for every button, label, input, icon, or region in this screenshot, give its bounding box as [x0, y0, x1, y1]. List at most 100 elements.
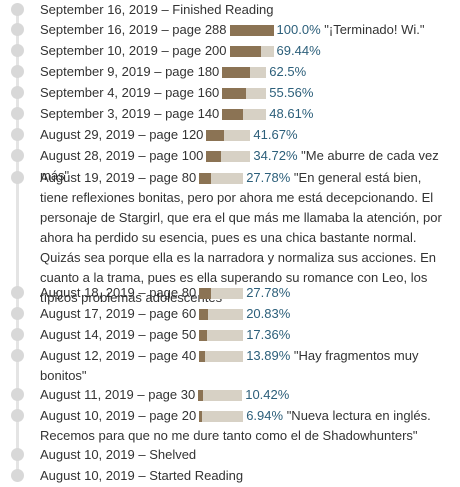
progress-bar	[222, 88, 267, 99]
entry-date: September 10, 2019	[40, 43, 158, 58]
entry-separator: –	[154, 64, 162, 79]
entry-status: page 120	[149, 127, 204, 142]
entry-separator: –	[138, 327, 146, 342]
entry-date: August 29, 2019	[40, 127, 135, 142]
progress-bar	[229, 25, 274, 36]
entry-text: August 18, 2019 – page 80 27.78%	[40, 283, 450, 303]
progress-comment: "Nueva lectura en inglés. Recemos para q…	[40, 408, 431, 443]
progress-bar-fill	[199, 330, 208, 341]
entry-date: August 10, 2019	[40, 468, 135, 483]
progress-percent: 69.44%	[276, 43, 321, 58]
progress-bar	[206, 151, 251, 162]
progress-bar-fill	[222, 109, 244, 120]
entry-date: August 10, 2019	[40, 447, 135, 462]
progress-bar-fill	[229, 46, 261, 57]
entry-text: August 12, 2019 – page 40 13.89% "Hay fra…	[40, 346, 450, 386]
progress-bar	[229, 46, 274, 57]
progress-bar	[199, 411, 244, 422]
progress-bar	[206, 130, 251, 141]
progress-comment: "Me aburre de cada vez más"	[40, 148, 439, 183]
entry-date: September 16, 2019	[40, 2, 158, 17]
timeline-dot-icon	[11, 23, 24, 36]
timeline-dot-icon	[11, 107, 24, 120]
progress-comment: "¡Terminado! Wi."	[324, 22, 425, 37]
entry-separator: –	[138, 306, 146, 321]
entry-date: September 16, 2019	[40, 22, 158, 37]
entry-text: September 3, 2019 – page 140 48.61%	[40, 104, 450, 124]
progress-percent: 17.36%	[246, 327, 291, 342]
progress-bar-fill	[222, 67, 251, 78]
entry-date: August 17, 2019	[40, 306, 135, 321]
timeline-dot-icon	[11, 171, 24, 184]
timeline-dot-icon	[11, 149, 24, 162]
entry-status: page 80	[149, 285, 197, 300]
progress-percent: 62.5%	[269, 64, 307, 79]
entry-date: September 4, 2019	[40, 85, 151, 100]
timeline-dot-icon	[11, 349, 24, 362]
progress-percent: 20.83%	[246, 306, 291, 321]
progress-percent: 27.78%	[246, 170, 291, 185]
progress-bar-fill	[229, 25, 274, 36]
entry-status: page 100	[149, 148, 204, 163]
progress-percent: 100.0%	[276, 22, 321, 37]
progress-bar-fill	[199, 173, 212, 184]
entry-text: August 17, 2019 – page 60 20.83%	[40, 304, 450, 324]
timeline-dot-icon	[11, 44, 24, 57]
entry-separator: –	[137, 387, 145, 402]
entry-text: August 19, 2019 – page 80 27.78% "En gene…	[40, 168, 450, 308]
progress-bar-fill	[199, 309, 209, 320]
entry-status: page 160	[165, 85, 220, 100]
timeline-dot-icon	[11, 286, 24, 299]
entry-status: page 140	[165, 106, 220, 121]
progress-bar	[198, 390, 243, 401]
entry-separator: –	[138, 408, 146, 423]
entry-separator: –	[154, 85, 162, 100]
entry-separator: –	[161, 22, 169, 37]
entry-status: Started Reading	[149, 468, 244, 483]
entry-status: page 20	[149, 408, 197, 423]
entry-text: August 10, 2019 – Started Reading	[40, 466, 450, 486]
entry-separator: –	[138, 348, 146, 363]
progress-percent: 34.72%	[253, 148, 298, 163]
timeline-dot-icon	[11, 3, 24, 16]
entry-text: September 9, 2019 – page 180 62.5%	[40, 62, 450, 82]
progress-bar	[199, 288, 244, 299]
progress-bar	[222, 109, 267, 120]
entry-date: August 19, 2019	[40, 170, 135, 185]
entry-separator: –	[138, 285, 146, 300]
progress-bar	[199, 330, 244, 341]
progress-percent: 55.56%	[269, 85, 314, 100]
entry-date: August 14, 2019	[40, 327, 135, 342]
timeline-dot-icon	[11, 469, 24, 482]
entry-status: page 200	[172, 43, 227, 58]
progress-bar-fill	[206, 151, 222, 162]
entry-text: August 10, 2019 – page 20 6.94% "Nueva le…	[40, 406, 450, 446]
progress-bar-fill	[222, 88, 247, 99]
entry-status: Finished Reading	[172, 2, 274, 17]
progress-bar-fill	[199, 411, 203, 422]
entry-separator: –	[138, 127, 146, 142]
progress-percent: 10.42%	[245, 387, 290, 402]
progress-bar-fill	[206, 130, 225, 141]
timeline-dot-icon	[11, 307, 24, 320]
progress-percent: 41.67%	[253, 127, 298, 142]
progress-percent: 13.89%	[246, 348, 291, 363]
entry-separator: –	[138, 447, 146, 462]
timeline-dot-icon	[11, 388, 24, 401]
entry-status: page 50	[149, 327, 197, 342]
entry-status: page 288	[172, 22, 227, 37]
progress-comment: "Hay fragmentos muy bonitos"	[40, 348, 419, 383]
timeline-dot-icon	[11, 65, 24, 78]
progress-bar	[199, 173, 244, 184]
timeline-dot-icon	[11, 128, 24, 141]
entry-date: August 28, 2019	[40, 148, 135, 163]
progress-percent: 6.94%	[246, 408, 284, 423]
progress-bar-fill	[199, 288, 212, 299]
entry-date: August 10, 2019	[40, 408, 135, 423]
timeline-dot-icon	[11, 328, 24, 341]
entry-separator: –	[138, 170, 146, 185]
entry-separator: –	[138, 468, 146, 483]
entry-text: September 4, 2019 – page 160 55.56%	[40, 83, 450, 103]
entry-text: August 10, 2019 – Shelved	[40, 445, 450, 465]
